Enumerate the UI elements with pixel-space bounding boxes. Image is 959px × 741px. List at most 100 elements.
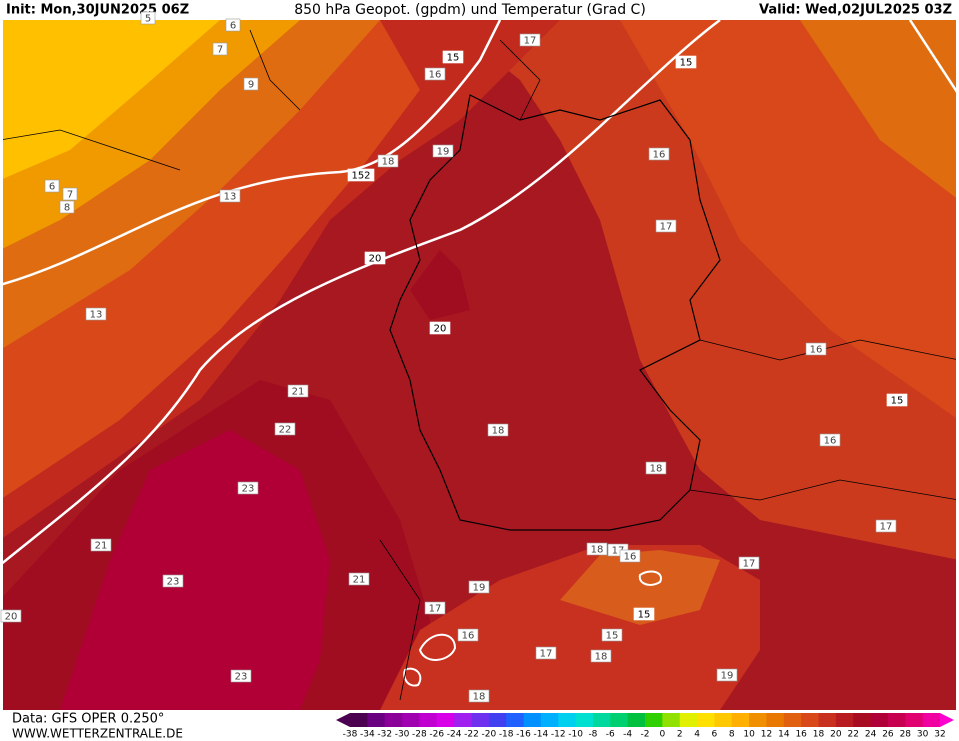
colorbar-swatch bbox=[506, 713, 525, 727]
colorbar-label: 28 bbox=[900, 730, 912, 740]
contour-label: 15 bbox=[680, 58, 693, 69]
contour-label: 17 bbox=[612, 546, 625, 557]
contour-label-box bbox=[348, 572, 370, 586]
colorbar-label: 6 bbox=[712, 730, 718, 740]
contour-label: 23 bbox=[235, 672, 248, 683]
contour-label-box bbox=[819, 433, 841, 447]
contour-label: 23 bbox=[242, 484, 255, 495]
data-source: Data: GFS OPER 0.250° bbox=[12, 712, 164, 727]
contour-label-box bbox=[468, 580, 490, 594]
contour-label: 20 bbox=[5, 612, 18, 623]
contour-label-box bbox=[237, 481, 259, 495]
colorbar-label: -12 bbox=[551, 730, 566, 740]
colorbar-swatch bbox=[592, 713, 611, 727]
contour-label-box bbox=[274, 422, 296, 436]
colorbar-swatch bbox=[540, 713, 559, 727]
contour-label: 5 bbox=[145, 14, 151, 25]
colorbar-swatch bbox=[610, 713, 629, 727]
colorbar-label: -20 bbox=[481, 730, 496, 740]
contour-label: 6 bbox=[49, 182, 55, 193]
contour-label: 13 bbox=[224, 192, 237, 203]
colorbar-swatch bbox=[384, 713, 403, 727]
colorbar-swatch bbox=[922, 713, 941, 727]
colorbar-label: -4 bbox=[623, 730, 632, 740]
contour-label: 6 bbox=[230, 21, 236, 32]
contour-label-box bbox=[675, 55, 697, 69]
contour-label-box bbox=[519, 33, 541, 47]
colorbar-label: -26 bbox=[429, 730, 444, 740]
contour-label: 17 bbox=[540, 649, 553, 660]
colorbar-label: -30 bbox=[395, 730, 410, 740]
contour-label: 19 bbox=[473, 583, 486, 594]
contour-label-box bbox=[364, 251, 386, 265]
colorbar-label: 32 bbox=[934, 730, 945, 740]
contour-label-box bbox=[212, 42, 228, 56]
contour-label: 17 bbox=[524, 36, 537, 47]
contour-label: 21 bbox=[95, 541, 108, 552]
colorbar-label: -10 bbox=[568, 730, 583, 740]
contour-label: 20 bbox=[434, 324, 447, 335]
colorbar-swatch bbox=[523, 713, 542, 727]
colorbar-swatch bbox=[766, 713, 785, 727]
contour-label-box bbox=[0, 609, 22, 623]
contour-label-box bbox=[230, 669, 252, 683]
colorbar-label: -32 bbox=[377, 730, 392, 740]
contour-label: 19 bbox=[721, 671, 734, 682]
contour-label-box bbox=[347, 168, 375, 182]
contour-label-box bbox=[601, 628, 623, 642]
contour-label: 19 bbox=[437, 147, 450, 158]
colorbar-label: 16 bbox=[795, 730, 807, 740]
colorbar-swatch bbox=[697, 713, 715, 727]
contour-label: 18 bbox=[650, 464, 663, 475]
contour-label: 15 bbox=[891, 396, 904, 407]
colorbar-swatch bbox=[645, 713, 663, 727]
contour-label-box bbox=[429, 321, 451, 335]
contour-label: 21 bbox=[292, 387, 305, 398]
contour-label-box bbox=[619, 549, 641, 563]
contour-label-box bbox=[90, 538, 112, 552]
colorbar-label: -6 bbox=[606, 730, 615, 740]
colorbar-swatch bbox=[679, 713, 698, 727]
contour-label-box bbox=[875, 519, 897, 533]
contour-label: 17 bbox=[429, 604, 442, 615]
colorbar-swatch bbox=[402, 713, 420, 727]
site: WWW.WETTERZENTRALE.DE bbox=[12, 727, 183, 741]
contour-label: 23 bbox=[167, 577, 180, 588]
contour-label: 152 bbox=[351, 171, 370, 182]
contour-label-box bbox=[162, 574, 184, 588]
contour-label-box bbox=[468, 689, 490, 703]
contour-label: 17 bbox=[880, 522, 893, 533]
colorbar-swatch bbox=[436, 713, 455, 727]
colorbar-label: 8 bbox=[729, 730, 735, 740]
contour-label: 15 bbox=[638, 610, 651, 621]
contour-label: 17 bbox=[660, 222, 673, 233]
contour-label-box bbox=[645, 461, 667, 475]
contour-label: 15 bbox=[606, 631, 619, 642]
colorbar-swatch bbox=[488, 713, 507, 727]
colorbar-label: -34 bbox=[360, 730, 375, 740]
colorbar-label: -18 bbox=[499, 730, 514, 740]
colorbar-swatch bbox=[471, 713, 490, 727]
contour-label-box bbox=[424, 601, 446, 615]
contour-label-box bbox=[59, 200, 75, 214]
colorbar-swatch bbox=[905, 713, 924, 727]
contour-label: 18 bbox=[473, 692, 486, 703]
contour-label-box bbox=[442, 50, 464, 64]
valid-time: Valid: Wed,02JUL2025 03Z bbox=[759, 3, 952, 18]
colorbar-label: 0 bbox=[659, 730, 665, 740]
contour-label: 16 bbox=[810, 345, 823, 356]
contour-label-box bbox=[648, 147, 670, 161]
colorbar-swatch bbox=[783, 713, 802, 727]
contour-label-box bbox=[432, 144, 454, 158]
colorbar-swatch bbox=[870, 713, 889, 727]
colorbar-label: 14 bbox=[778, 730, 790, 740]
contour-label-box bbox=[424, 67, 446, 81]
colorbar-swatch bbox=[801, 713, 820, 727]
colorbar-label: 20 bbox=[830, 730, 842, 740]
colorbar-swatch bbox=[419, 713, 438, 727]
contour-label: 16 bbox=[824, 436, 837, 447]
contour-label: 18 bbox=[492, 426, 505, 437]
contour-label: 7 bbox=[67, 190, 73, 201]
map-title: 850 hPa Geopot. (gpdm) und Temperatur (G… bbox=[294, 2, 646, 18]
